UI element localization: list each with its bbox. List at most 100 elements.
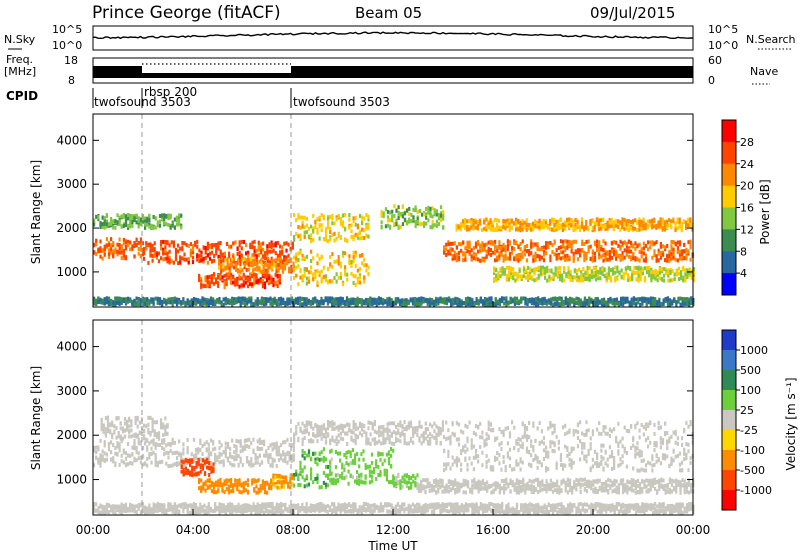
heatmap-cell — [551, 219, 554, 224]
heatmap-cell — [195, 460, 198, 465]
heatmap-cell — [320, 279, 323, 284]
heatmap-cell — [242, 259, 246, 264]
heatmap-cell — [354, 222, 357, 227]
heatmap-cell — [386, 223, 390, 228]
heatmap-cell — [118, 246, 121, 251]
heatmap-cell — [352, 273, 355, 278]
heatmap-cell — [589, 244, 592, 249]
heatmap-cell — [226, 443, 230, 448]
heatmap-cell — [352, 258, 355, 263]
heatmap-cell — [594, 302, 597, 307]
heatmap-cell — [198, 486, 201, 491]
heatmap-cell — [139, 441, 142, 446]
heatmap-cell — [335, 236, 338, 241]
heatmap-cell — [635, 270, 638, 275]
heatmap-cell — [521, 222, 524, 227]
heatmap-cell — [450, 298, 453, 303]
heatmap-cell — [455, 255, 458, 260]
heatmap-cell — [194, 242, 197, 247]
heatmap-cell — [475, 301, 478, 305]
heatmap-cell — [135, 445, 138, 450]
heatmap-cell — [335, 279, 338, 284]
heatmap-cell — [272, 280, 275, 285]
heatmap-cell — [608, 256, 611, 261]
heatmap-cell — [115, 416, 118, 421]
heatmap-cell — [269, 443, 272, 448]
heatmap-cell — [339, 458, 342, 463]
heatmap-cell — [510, 266, 513, 271]
heatmap-cell — [519, 247, 522, 252]
heatmap-cell — [397, 205, 400, 210]
heatmap-cell — [116, 452, 119, 457]
heatmap-cell — [280, 480, 283, 485]
heatmap-cell — [205, 448, 208, 453]
heatmap-cell — [538, 225, 541, 230]
heatmap-cell — [131, 244, 134, 249]
heatmap-cell — [211, 259, 214, 264]
heatmap-cell — [358, 481, 361, 486]
heatmap-cell — [275, 269, 278, 274]
heatmap-cell — [525, 218, 528, 223]
heatmap-cell — [219, 254, 222, 259]
heatmap-cell — [235, 267, 238, 272]
heatmap-cell — [504, 253, 507, 258]
heatmap-cell — [643, 266, 647, 271]
heatmap-cell — [222, 257, 225, 262]
heatmap-cell — [628, 302, 631, 307]
heatmap-cell — [653, 249, 656, 254]
heatmap-cell — [133, 439, 136, 443]
heatmap-cell — [215, 251, 218, 256]
heatmap-cell — [260, 440, 264, 445]
heatmap-cell — [583, 258, 586, 263]
heatmap-cell — [676, 250, 679, 255]
heatmap-cell — [474, 242, 478, 247]
heatmap-cell — [677, 271, 681, 276]
heatmap-cell — [164, 424, 167, 429]
heatmap-cell — [210, 483, 213, 488]
heatmap-cell — [230, 257, 233, 262]
heatmap-cell — [263, 302, 266, 307]
heatmap-cell — [532, 258, 535, 263]
heatmap-cell — [608, 249, 611, 254]
heatmap-cell — [301, 215, 304, 220]
heatmap-cell — [581, 239, 584, 244]
heatmap-cell — [201, 302, 204, 307]
heatmap-cell — [139, 241, 142, 246]
heatmap-cell — [320, 450, 323, 455]
heatmap-cell — [367, 226, 370, 230]
heatmap-cell — [294, 300, 298, 305]
heatmap-cell — [512, 267, 515, 272]
heatmap-cell — [551, 250, 554, 254]
heatmap-cell — [505, 265, 508, 270]
heatmap-cell — [156, 463, 159, 468]
heatmap-cell — [285, 248, 288, 253]
heatmap-cell — [347, 449, 350, 454]
heatmap-cell — [110, 221, 113, 226]
heatmap-cell — [320, 223, 323, 228]
heatmap-cell — [253, 281, 256, 285]
heatmap-cell — [278, 486, 281, 490]
heatmap-cell — [653, 253, 656, 258]
heatmap-cell — [528, 252, 531, 257]
heatmap-cell — [275, 452, 278, 457]
heatmap-cell — [118, 237, 121, 242]
heatmap-cell — [546, 269, 549, 274]
heatmap-cell — [477, 249, 480, 254]
heatmap-cell — [240, 239, 243, 244]
heatmap-cell — [242, 481, 245, 486]
heatmap-cell — [230, 261, 233, 265]
heatmap-cell — [180, 452, 183, 457]
heatmap-cell — [204, 255, 207, 260]
heatmap-cell — [181, 241, 184, 245]
heatmap-cell — [625, 248, 628, 253]
heatmap-cell — [380, 210, 383, 214]
heatmap-cell — [299, 275, 302, 280]
heatmap-cell — [651, 223, 654, 228]
heatmap-cell — [167, 464, 170, 469]
heatmap-cell — [348, 213, 351, 217]
heatmap-cell — [241, 463, 244, 467]
heatmap-cell — [363, 228, 366, 233]
heatmap-cell — [571, 278, 574, 283]
heatmap-cell — [218, 454, 221, 459]
heatmap-cell — [230, 244, 233, 249]
